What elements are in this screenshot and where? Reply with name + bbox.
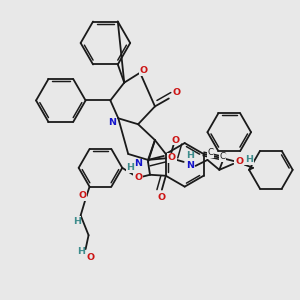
Text: O: O [140,66,148,75]
Text: O: O [173,88,181,97]
Text: O: O [235,158,243,166]
Text: H: H [245,155,253,164]
Text: N: N [108,118,116,127]
Text: N: N [134,159,142,168]
Text: H: H [73,217,81,226]
Text: O: O [158,193,166,202]
Text: C: C [207,148,214,158]
Text: O: O [172,136,180,145]
Text: O: O [86,253,94,262]
Text: H: H [126,163,134,172]
Text: O: O [134,173,142,182]
Text: O: O [79,191,87,200]
Text: H: H [186,152,194,160]
Text: N: N [186,161,194,170]
Text: O: O [168,153,176,162]
Text: H: H [76,247,85,256]
Text: C: C [219,152,225,161]
